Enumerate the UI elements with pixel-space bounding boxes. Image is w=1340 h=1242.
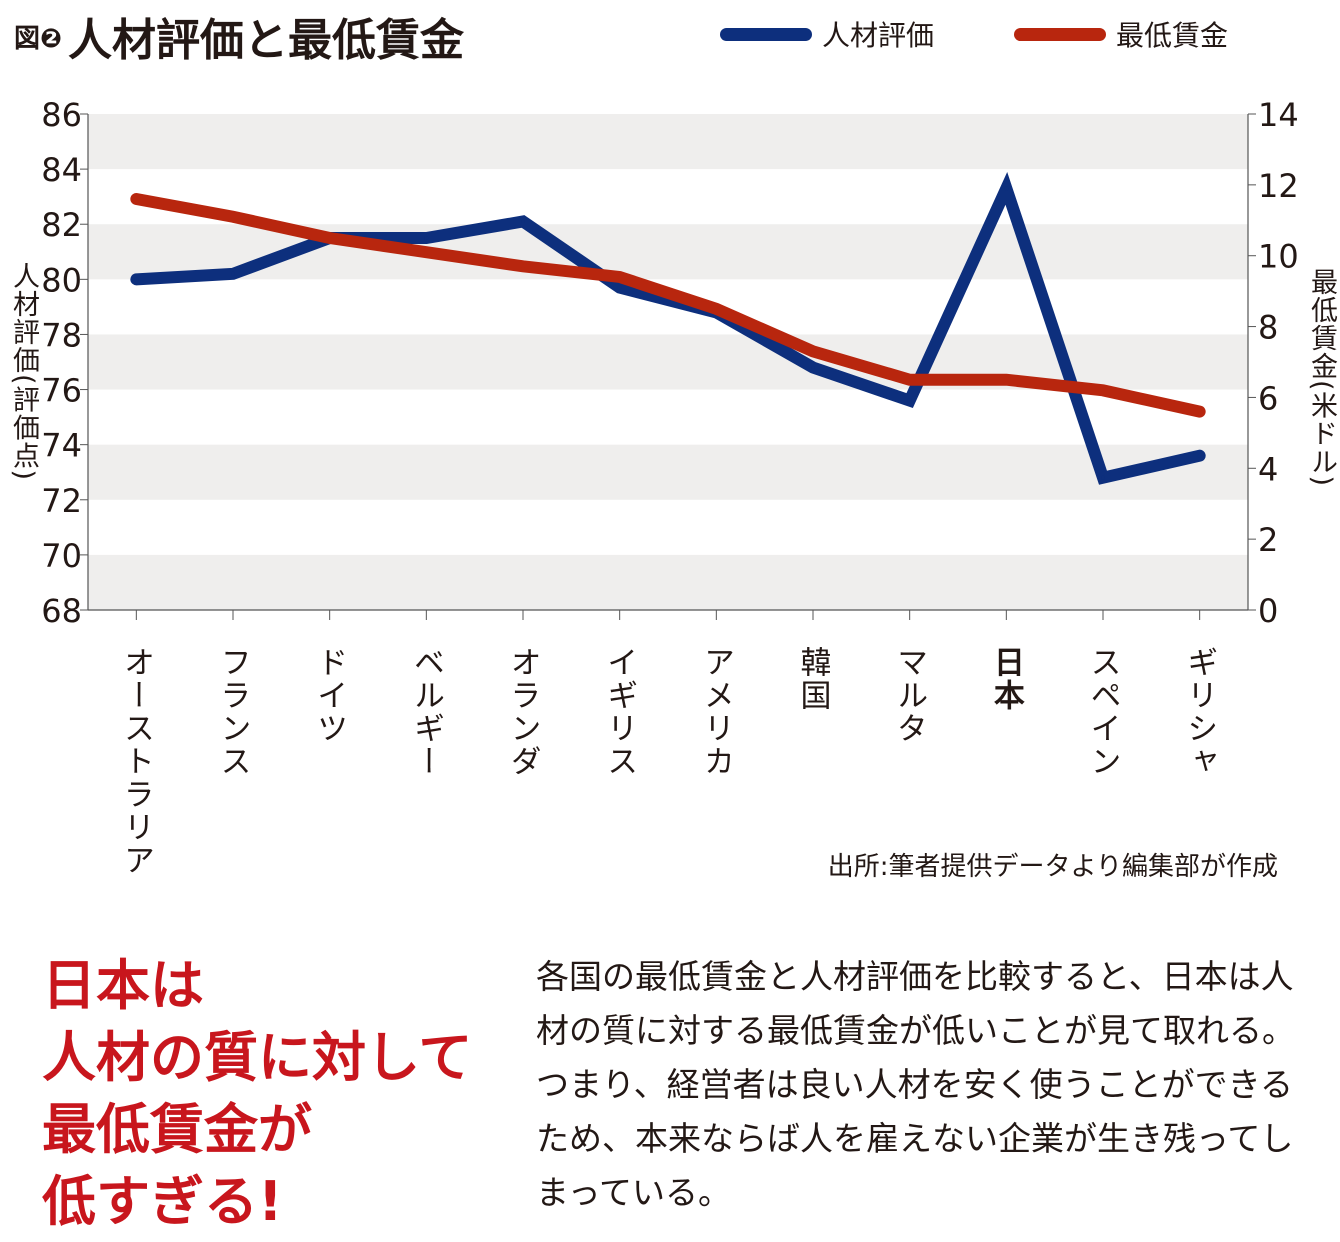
data-point (617, 285, 622, 290)
grid-band (88, 554, 1248, 610)
legend-swatch-talent (720, 27, 812, 41)
y2-tick-label: 2 (1258, 521, 1278, 559)
y-tick-label: 76 (41, 372, 82, 410)
data-point (1101, 475, 1105, 480)
headline-line: 低すぎる! (42, 1170, 283, 1233)
x-tick-label: マルタ (891, 646, 928, 745)
legend-item-wage: 最低賃金 (1014, 14, 1228, 54)
x-tick-label: イギリス (601, 646, 638, 778)
data-point (907, 377, 912, 382)
y2-tick-label: 8 (1258, 309, 1278, 347)
y-tick-label: 72 (41, 482, 82, 520)
y-tick-label: 68 (41, 592, 82, 630)
legend-item-talent: 人材評価 (720, 14, 934, 54)
x-tick-label: 韓国 (794, 646, 831, 712)
data-point (231, 214, 235, 219)
y-tick-label: 86 (41, 96, 82, 134)
data-point (134, 197, 139, 202)
legend-label-talent: 人材評価 (822, 19, 935, 52)
y-tick-label: 74 (41, 427, 82, 465)
data-point (327, 236, 332, 240)
data-point (231, 271, 235, 276)
y2-axis-label: 最低賃金(米ドル) (1306, 268, 1337, 488)
source-note: 出所:筆者提供データより編集部が作成 (827, 852, 1278, 882)
y-tick-label: 82 (41, 206, 82, 244)
x-tick-label: フランス (214, 646, 251, 778)
x-tick-label: オーストラリア (117, 646, 154, 877)
chart-title: 図❷ 人材評価と最低賃金 (14, 4, 464, 68)
data-point (1197, 409, 1202, 414)
headline: 日本は 人材の質に対して 最低賃金が 低すぎる! (42, 950, 472, 1238)
y-tick-label: 84 (41, 151, 82, 189)
headline-line: 最低賃金が (42, 1098, 312, 1161)
data-point (617, 274, 622, 279)
x-tick-label: スペイン (1084, 646, 1121, 778)
y2-tick-label: 14 (1258, 96, 1299, 134)
data-point (424, 250, 429, 255)
x-tick-label: アメリカ (697, 646, 734, 778)
y2-tick-label: 10 (1258, 238, 1299, 276)
legend-swatch-wage (1014, 27, 1106, 41)
y-axis-label: 人材評価(評価点) (8, 262, 39, 482)
headline-line: 日本は (42, 954, 204, 1017)
x-tick-label: ドイツ (311, 646, 348, 745)
series-line-talent (130, 172, 1206, 485)
x-tick-label: 日本 (987, 646, 1024, 712)
y2-tick-label: 6 (1258, 379, 1278, 417)
body-text: 各国の最低賃金と人材評価を比較すると、日本は人材の質に対する最低賃金が低いことが… (536, 957, 1295, 1212)
data-point (714, 306, 719, 311)
data-point (1197, 453, 1202, 458)
y2-tick-label: 0 (1258, 592, 1278, 630)
grid-band (88, 444, 1248, 500)
series-line-wage (130, 193, 1206, 418)
grid-band (88, 114, 1248, 170)
x-tick-label: ギリシャ (1181, 646, 1218, 778)
legend-label-wage: 最低賃金 (1116, 19, 1229, 52)
data-point (424, 236, 429, 240)
headline-line: 人材の質に対して (42, 1026, 473, 1089)
y-tick-label: 70 (41, 537, 82, 575)
data-point (521, 219, 525, 224)
y-tick-label: 78 (41, 316, 82, 354)
data-point (134, 277, 139, 282)
x-tick-label: オランダ (504, 646, 541, 778)
data-point (907, 398, 912, 403)
data-point (1101, 388, 1105, 393)
y2-tick-label: 4 (1258, 450, 1278, 488)
data-point (521, 264, 525, 269)
title-text: 人材評価と最低賃金 (68, 15, 465, 66)
x-tick-label: ベルギー (407, 646, 444, 778)
data-point (1004, 186, 1009, 191)
figure-label: 図❷ (14, 24, 63, 54)
grid-band (88, 224, 1248, 280)
y2-tick-label: 12 (1258, 167, 1299, 205)
data-point (811, 365, 815, 370)
data-point (1004, 377, 1009, 382)
data-point (811, 349, 815, 354)
y-tick-label: 80 (41, 261, 82, 299)
